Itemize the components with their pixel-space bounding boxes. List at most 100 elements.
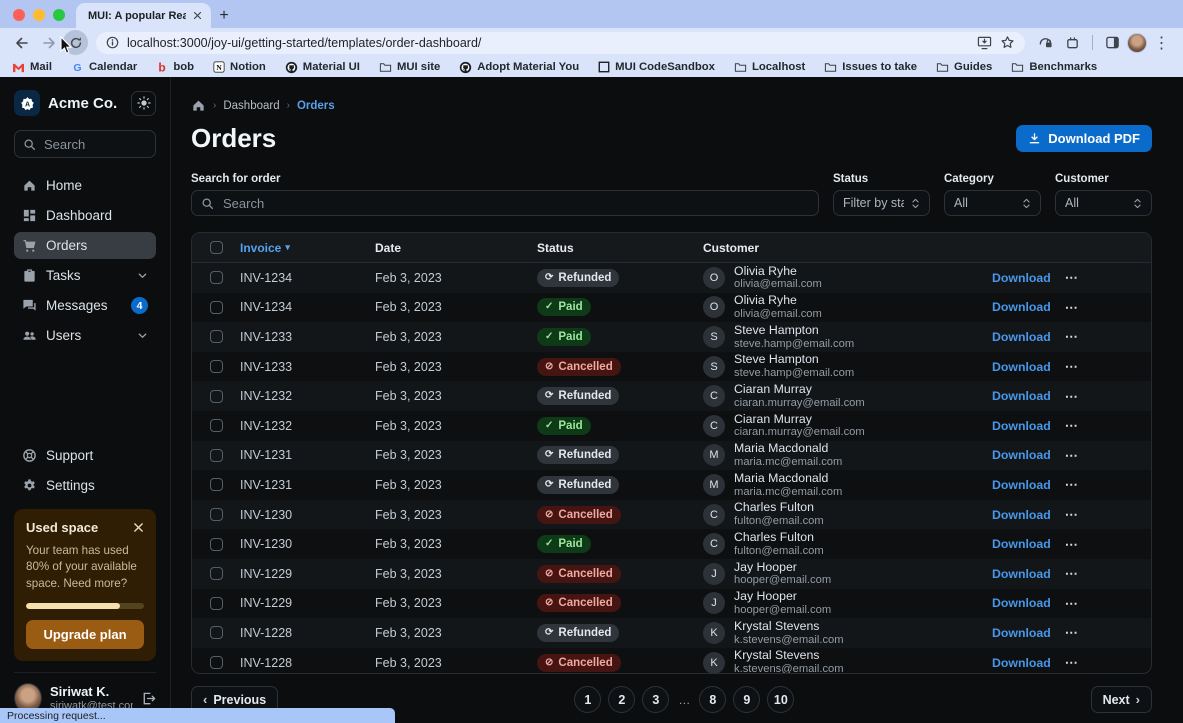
bookmark-item[interactable]: Material UI: [285, 61, 360, 74]
row-menu-icon[interactable]: ⋯: [1064, 536, 1079, 552]
select-all-checkbox[interactable]: [209, 241, 223, 254]
row-checkbox[interactable]: [209, 508, 223, 522]
download-link[interactable]: Download: [992, 329, 1051, 344]
page-button-8[interactable]: 8: [699, 686, 727, 713]
logout-icon[interactable]: [141, 691, 156, 706]
page-button-2[interactable]: 2: [608, 686, 636, 713]
bookmark-item[interactable]: Localhost: [734, 61, 805, 73]
download-link[interactable]: Download: [992, 625, 1051, 640]
download-pdf-button[interactable]: Download PDF: [1016, 125, 1152, 152]
row-menu-icon[interactable]: ⋯: [1064, 270, 1079, 286]
install-icon[interactable]: [977, 36, 992, 50]
row-menu-icon[interactable]: ⋯: [1064, 418, 1079, 434]
theme-toggle-button[interactable]: [131, 90, 156, 116]
sidebar-item-dashboard[interactable]: Dashboard: [14, 202, 156, 229]
breadcrumb-dashboard[interactable]: Dashboard: [223, 99, 280, 112]
bookmark-star-icon[interactable]: [1000, 35, 1015, 50]
row-checkbox[interactable]: [209, 626, 223, 640]
bookmark-item[interactable]: Guides: [936, 61, 992, 73]
sidebar-search[interactable]: [14, 130, 156, 158]
row-menu-icon[interactable]: ⋯: [1064, 566, 1079, 582]
sidebar-item-users[interactable]: Users: [14, 322, 156, 349]
reload-icon[interactable]: [63, 30, 88, 55]
invoice-column-header[interactable]: Invoice ▾: [240, 240, 290, 255]
close-window-button[interactable]: [13, 9, 25, 21]
sidebar-item-tasks[interactable]: Tasks: [14, 262, 156, 289]
row-menu-icon[interactable]: ⋯: [1064, 477, 1079, 493]
download-link[interactable]: Download: [992, 566, 1051, 581]
sidebar-item-support[interactable]: Support: [14, 442, 156, 469]
download-link[interactable]: Download: [992, 448, 1051, 463]
page-button-9[interactable]: 9: [733, 686, 761, 713]
row-checkbox[interactable]: [209, 360, 223, 374]
minimize-window-button[interactable]: [33, 9, 45, 21]
download-link[interactable]: Download: [992, 655, 1051, 670]
bookmark-item[interactable]: MUI CodeSandbox: [598, 61, 715, 73]
order-search-input[interactable]: [221, 194, 809, 212]
download-link[interactable]: Download: [992, 359, 1051, 374]
row-menu-icon[interactable]: ⋯: [1064, 388, 1079, 404]
download-link[interactable]: Download: [992, 477, 1051, 492]
customer-filter-select[interactable]: All: [1055, 190, 1152, 216]
page-button-10[interactable]: 10: [767, 686, 795, 713]
row-menu-icon[interactable]: ⋯: [1064, 299, 1079, 315]
row-menu-icon[interactable]: ⋯: [1064, 359, 1079, 375]
row-menu-icon[interactable]: ⋯: [1064, 655, 1079, 671]
row-checkbox[interactable]: [209, 567, 223, 581]
order-search-field[interactable]: [191, 190, 819, 216]
url-text[interactable]: localhost:3000/joy-ui/getting-started/te…: [127, 35, 482, 50]
bookmark-item[interactable]: N Notion: [213, 61, 266, 73]
company-logo[interactable]: A: [14, 90, 40, 116]
row-checkbox[interactable]: [209, 596, 223, 610]
row-checkbox[interactable]: [209, 389, 223, 403]
side-panel-icon[interactable]: [1100, 30, 1125, 55]
row-checkbox[interactable]: [209, 330, 223, 344]
browser-tab[interactable]: MUI: A popular React UI fram: [76, 3, 211, 28]
download-link[interactable]: Download: [992, 507, 1051, 522]
sidebar-item-home[interactable]: Home: [14, 172, 156, 199]
bookmark-item[interactable]: MUI site: [379, 61, 440, 73]
sidebar-item-orders[interactable]: Orders: [14, 232, 156, 259]
row-menu-icon[interactable]: ⋯: [1064, 329, 1079, 345]
row-checkbox[interactable]: [209, 656, 223, 670]
next-page-button[interactable]: Next ›: [1090, 686, 1152, 713]
privacy-icon[interactable]: [1033, 30, 1058, 55]
extension-icon[interactable]: [1060, 30, 1085, 55]
bookmark-item[interactable]: Mail: [12, 61, 52, 73]
row-checkbox[interactable]: [209, 300, 223, 314]
bookmark-item[interactable]: Benchmarks: [1011, 61, 1097, 73]
bookmark-item[interactable]: Adopt Material You: [459, 61, 579, 74]
new-tab-button[interactable]: +: [219, 6, 229, 24]
download-link[interactable]: Download: [992, 596, 1051, 611]
bookmark-item[interactable]: Issues to take: [824, 61, 917, 73]
bookmark-item[interactable]: G Calendar: [71, 61, 137, 74]
info-icon[interactable]: [106, 36, 119, 49]
close-icon[interactable]: [133, 522, 144, 533]
browser-profile-avatar[interactable]: [1127, 32, 1147, 53]
row-checkbox[interactable]: [209, 448, 223, 462]
category-filter-select[interactable]: All: [944, 190, 1041, 216]
download-link[interactable]: Download: [992, 300, 1051, 315]
home-breadcrumb-icon[interactable]: [191, 98, 206, 113]
sidebar-search-input[interactable]: [42, 135, 147, 153]
bookmark-item[interactable]: b bob: [156, 61, 194, 73]
row-menu-icon[interactable]: ⋯: [1064, 625, 1079, 641]
row-menu-icon[interactable]: ⋯: [1064, 447, 1079, 463]
row-checkbox[interactable]: [209, 537, 223, 551]
row-menu-icon[interactable]: ⋯: [1064, 595, 1079, 611]
page-button-3[interactable]: 3: [642, 686, 670, 713]
download-link[interactable]: Download: [992, 418, 1051, 433]
menu-dots-icon[interactable]: ⋮: [1153, 34, 1170, 52]
sidebar-item-settings[interactable]: Settings: [14, 472, 156, 499]
tab-close-icon[interactable]: [193, 11, 202, 20]
page-button-1[interactable]: 1: [574, 686, 602, 713]
back-icon[interactable]: [9, 30, 34, 55]
row-checkbox[interactable]: [209, 271, 223, 285]
url-bar[interactable]: localhost:3000/joy-ui/getting-started/te…: [96, 31, 1025, 54]
status-filter-select[interactable]: Filter by status: [833, 190, 930, 216]
sidebar-item-messages[interactable]: Messages 4: [14, 292, 156, 319]
download-link[interactable]: Download: [992, 270, 1051, 285]
forward-icon[interactable]: [36, 30, 61, 55]
download-link[interactable]: Download: [992, 389, 1051, 404]
breadcrumb-orders[interactable]: Orders: [296, 99, 335, 112]
